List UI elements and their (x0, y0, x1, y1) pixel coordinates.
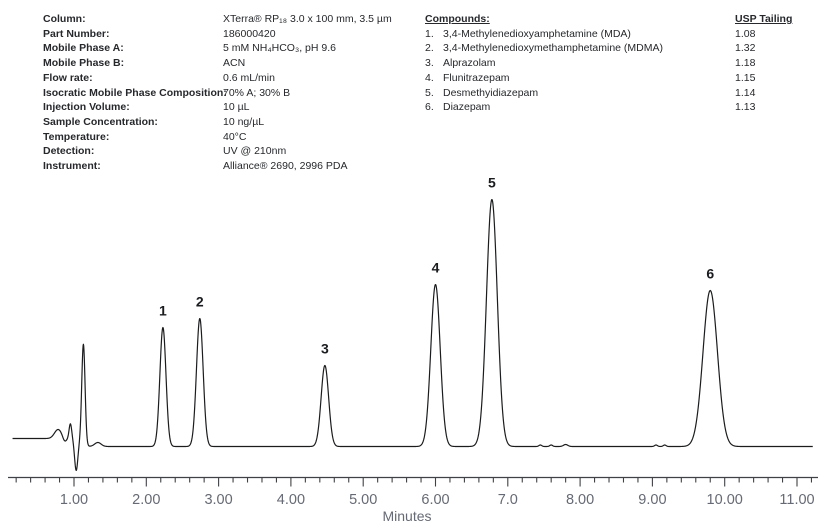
x-tick-label: 5.00 (349, 492, 377, 508)
compound-row: 6. Diazepam 1.13 (425, 100, 792, 115)
method-value: 10 ng/µL (223, 115, 265, 128)
method-value: 186000420 (223, 27, 276, 40)
method-label: Detection: (43, 145, 95, 158)
method-row: Mobile Phase A: 5 mM NH₄HCO₃, pH 9.6 (43, 41, 392, 56)
x-tick-label: 11.00 (779, 492, 814, 508)
compound-row: 5. Desmethyidiazepam 1.14 (425, 86, 792, 101)
compound-name: Desmethyidiazepam (443, 86, 539, 99)
method-row: Injection Volume: 10 µL (43, 100, 392, 115)
method-label: Part Number: (43, 27, 110, 40)
compound-number: 1. (425, 27, 434, 40)
method-value: ACN (223, 57, 246, 70)
usp-tailing-header: USP Tailing (735, 13, 793, 25)
compound-usp-tailing: 1.13 (735, 101, 756, 114)
compound-row: 2. 3,4-Methylenedioxymethamphetamine (MDM… (425, 41, 792, 56)
compound-row: 1. 3,4-Methylenedioxyamphetamine (MDA) 1.0… (425, 27, 792, 42)
x-tick-label: 4.00 (277, 492, 305, 508)
x-tick-label: 3.00 (204, 492, 232, 508)
compound-row: 4. Flunitrazepam 1.15 (425, 71, 792, 86)
compound-usp-tailing: 1.18 (735, 57, 756, 70)
method-parameters: Column: XTerra® RP₁₈ 3.0 x 100 mm, 3.5 µm… (43, 12, 392, 174)
compound-number: 3. (425, 57, 434, 70)
compound-name: 3,4-Methylenedioxymethamphetamine (MDMA) (443, 42, 664, 55)
chromatogram-trace (12, 198, 814, 472)
method-value: XTerra® RP₁₈ 3.0 x 100 mm, 3.5 µm (223, 13, 392, 25)
compound-number: 6. (425, 101, 434, 114)
method-value: 10 µL (223, 101, 250, 114)
method-value: UV @ 210nm (223, 145, 287, 158)
compound-name: Alprazolam (443, 57, 496, 70)
x-tick-label: 8.00 (566, 492, 594, 508)
method-value: 0.6 mL/min (223, 71, 275, 84)
x-tick-label: 9.00 (638, 492, 666, 508)
method-label: Mobile Phase A: (43, 42, 124, 55)
compounds-header: Compounds: (425, 13, 490, 25)
compound-usp-tailing: 1.08 (735, 27, 756, 40)
x-tick-label: 2.00 (132, 492, 160, 508)
method-row: Isocratic Mobile Phase Composition: 70% A… (43, 86, 392, 101)
method-label: Flow rate: (43, 71, 93, 84)
method-row: Sample Concentration: 10 ng/µL (43, 115, 392, 130)
compound-number: 2. (425, 42, 434, 55)
method-label: Isocratic Mobile Phase Composition: (43, 86, 227, 99)
compound-name: Flunitrazepam (443, 71, 510, 84)
x-tick-label: 6.00 (421, 492, 449, 508)
compound-list-header: Compounds: USP Tailing (425, 12, 792, 27)
x-tick-label: 1.00 (60, 492, 88, 508)
method-row: Flow rate: 0.6 mL/min (43, 71, 392, 86)
method-label: Injection Volume: (43, 101, 130, 114)
x-tick-label: 7.0 (498, 492, 518, 508)
compound-usp-tailing: 1.32 (735, 42, 756, 55)
compound-usp-tailing: 1.15 (735, 71, 756, 84)
peak-label-6: 6 (706, 266, 714, 282)
method-value: 40°C (223, 130, 247, 143)
x-axis-title: Minutes (382, 508, 431, 524)
method-row: Part Number: 186000420 (43, 27, 392, 42)
peak-label-2: 2 (196, 294, 204, 310)
compound-name: 3,4-Methylenedioxyamphetamine (MDA) (443, 27, 631, 40)
method-label: Instrument: (43, 160, 101, 173)
method-value: 70% A; 30% B (223, 86, 291, 99)
method-row: Detection: UV @ 210nm (43, 144, 392, 159)
compound-list: Compounds: USP Tailing 1. 3,4-Methylenedi… (425, 12, 792, 115)
x-tick-label: 10.00 (707, 492, 743, 508)
compound-usp-tailing: 1.14 (735, 86, 756, 99)
peak-label-4: 4 (432, 260, 440, 276)
compound-number: 4. (425, 71, 434, 84)
method-label: Mobile Phase B: (43, 57, 125, 70)
method-label: Column: (43, 13, 86, 25)
method-row: Mobile Phase B: ACN (43, 56, 392, 71)
peak-label-3: 3 (321, 341, 329, 357)
compound-row: 3. Alprazolam 1.18 (425, 56, 792, 71)
method-value: 5 mM NH₄HCO₃, pH 9.6 (223, 42, 336, 55)
peak-label-1: 1 (159, 303, 167, 319)
method-row: Column: XTerra® RP₁₈ 3.0 x 100 mm, 3.5 µm (43, 12, 392, 27)
method-row: Instrument: Alliance® 2690, 2996 PDA (43, 159, 392, 174)
method-row: Temperature: 40°C (43, 130, 392, 145)
method-value: Alliance® 2690, 2996 PDA (223, 160, 348, 173)
compound-name: Diazepam (443, 101, 491, 114)
method-label: Sample Concentration: (43, 115, 158, 128)
method-label: Temperature: (43, 130, 110, 143)
compound-items: 1. 3,4-Methylenedioxyamphetamine (MDA) 1.0… (425, 27, 792, 115)
peak-label-5: 5 (488, 175, 496, 191)
compound-number: 5. (425, 86, 434, 99)
